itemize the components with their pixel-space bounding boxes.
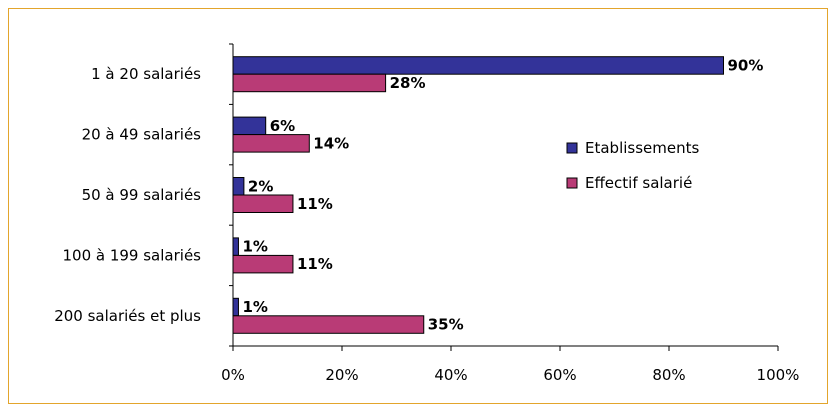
x-tick-label: 40% (434, 366, 467, 384)
bar-effectif (232, 254, 294, 274)
category-label: 1 à 20 salariés (91, 65, 201, 83)
category-label: 100 à 199 salariés (62, 246, 201, 264)
bar-effectif (232, 194, 294, 213)
bar-etablissements (232, 177, 245, 196)
bar-etablissements (232, 297, 239, 317)
x-tick-label: 100% (757, 366, 800, 384)
data-label: 2% (248, 177, 273, 195)
bar-effectif (232, 134, 310, 153)
data-label: 90% (728, 56, 764, 74)
legend-swatch-etablissements (566, 142, 578, 154)
data-label: 14% (313, 134, 349, 152)
axes-group (229, 43, 779, 351)
x-tick-label: 20% (325, 366, 358, 384)
data-label: 11% (297, 255, 333, 273)
category-label: 20 à 49 salariés (82, 126, 202, 144)
data-label: 6% (270, 117, 295, 135)
bar-etablissements (232, 56, 724, 75)
data-label: 1% (242, 238, 267, 256)
bar-etablissements (232, 237, 239, 256)
x-tick-label: 80% (652, 366, 685, 384)
x-tick-label: 0% (221, 366, 245, 384)
x-tick-labels: 0% 20% 40% 60% 80% 100% (221, 366, 799, 384)
bar-effectif (232, 73, 387, 93)
bars-group (232, 56, 724, 334)
category-label: 200 salariés et plus (54, 307, 201, 325)
legend-label-effectif: Effectif salarié (585, 174, 692, 192)
data-label: 1% (242, 298, 267, 316)
legend: Etablissements Effectif salarié (566, 139, 699, 192)
x-tick-label: 60% (543, 366, 576, 384)
data-label: 11% (297, 195, 333, 213)
category-labels: 1 à 20 salariés 20 à 49 salariés 50 à 99 s… (54, 65, 201, 325)
data-label: 35% (428, 316, 464, 334)
bar-etablissements (232, 116, 267, 136)
legend-label-etablissements: Etablissements (585, 139, 699, 157)
data-label: 28% (390, 74, 426, 92)
category-label: 50 à 99 salariés (82, 186, 202, 204)
data-labels: 90% 28% 6% 14% 2% 11% 1% 11% 1% 35% (242, 56, 763, 333)
legend-swatch-effectif (566, 177, 578, 189)
bar-effectif (232, 315, 425, 334)
